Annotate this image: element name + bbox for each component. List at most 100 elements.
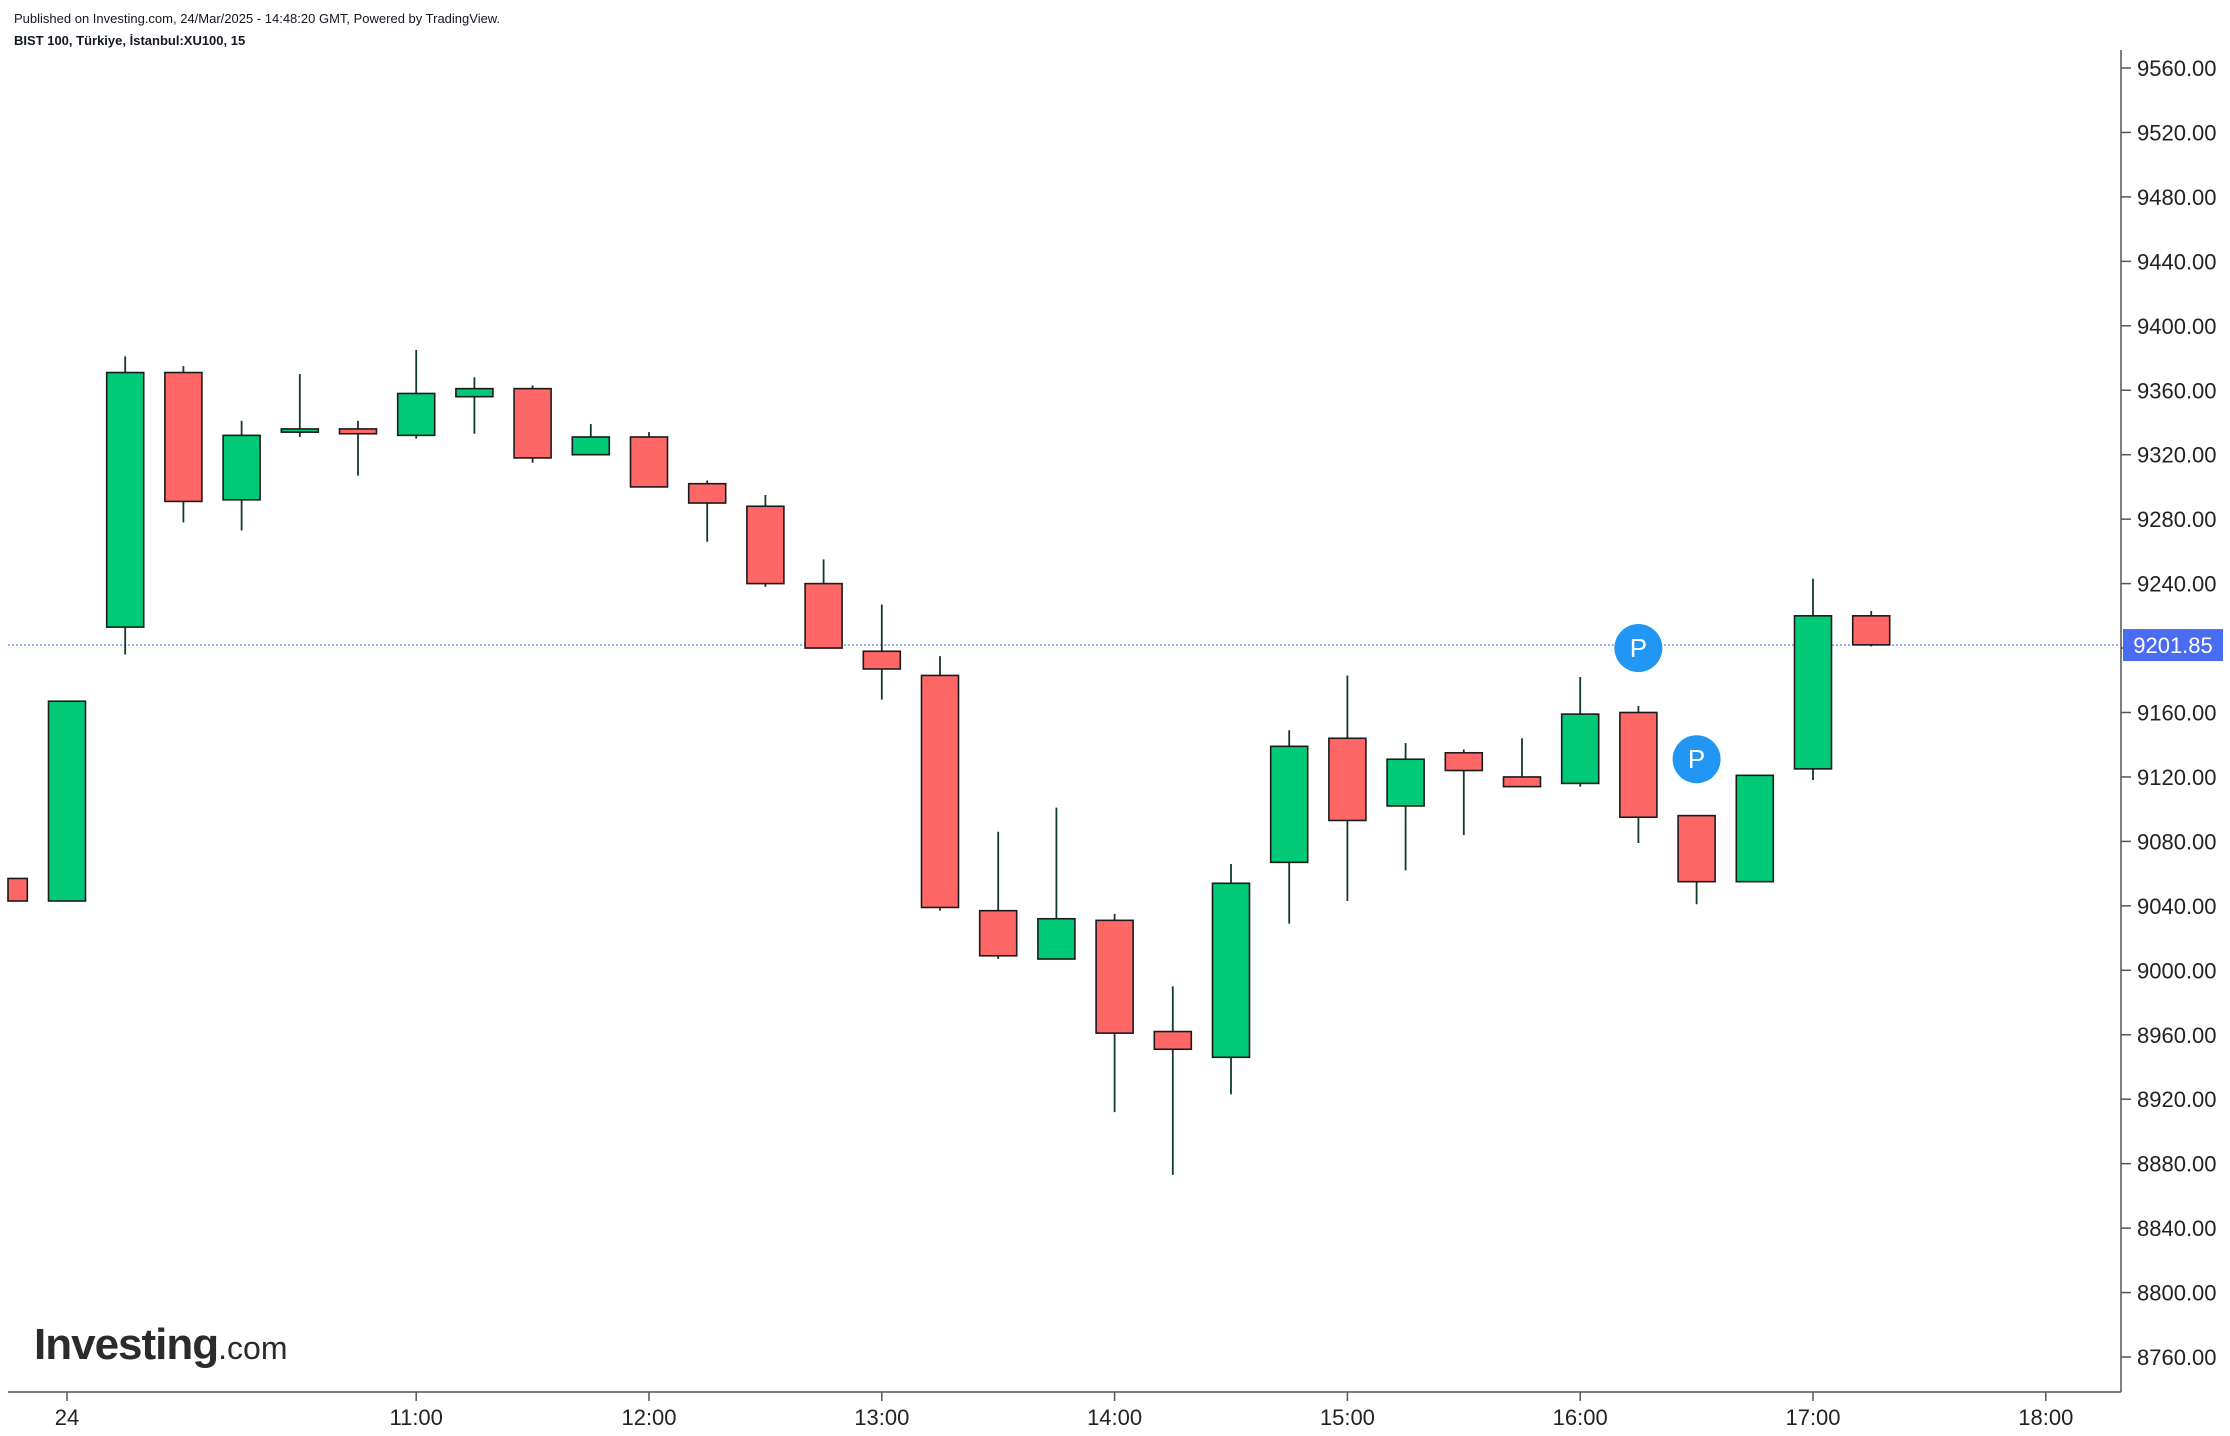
candle-up[interactable] [455,377,494,434]
candle-body [47,700,87,902]
y-tick-label: 9000.00 [2137,958,2217,983]
candle-down[interactable] [978,831,1018,960]
candle-body [571,436,611,456]
y-tick-label: 8800.00 [2137,1281,2217,1306]
y-tick-label: 8960.00 [2137,1023,2217,1048]
candle-body [1735,774,1775,883]
candle-body [1211,882,1251,1059]
candle-up[interactable] [1269,730,1309,924]
candle-body [1444,751,1484,772]
y-tick-label: 9480.00 [2137,185,2217,210]
candle-body [1851,615,1891,646]
candle-up[interactable] [222,420,261,531]
y-tick-label: 9160.00 [2137,701,2217,726]
candle-body [920,674,960,909]
candle-down[interactable] [1153,986,1193,1175]
candle-body [1560,713,1600,785]
candle-body [1677,814,1716,883]
candle-down[interactable] [804,559,843,649]
candle-up[interactable] [1793,578,1833,781]
event-marker-label: P [1630,633,1647,663]
candle-down[interactable] [920,656,960,911]
candle-up[interactable] [1735,774,1775,883]
candle-up[interactable] [1560,677,1600,787]
published-note: Published on Investing.com, 24/Mar/2025 … [14,11,501,26]
candle-up[interactable] [280,374,320,437]
y-tick-label: 9320.00 [2137,443,2217,468]
candle-body [280,428,320,433]
x-tick-label: 24 [55,1405,79,1430]
symbol-title: BIST 100, Türkiye, İstanbul:XU100, 15 [14,33,246,48]
x-tick-label: 13:00 [854,1405,909,1430]
investing-logo: Investing.com [34,1320,288,1369]
candle-up[interactable] [1211,863,1251,1095]
y-tick-label: 9280.00 [2137,507,2217,532]
candle-down[interactable] [1328,675,1367,902]
y-tick-label: 9120.00 [2137,765,2217,790]
candle-body [862,650,902,670]
candle-down[interactable] [629,432,669,488]
y-tick-label: 8880.00 [2137,1152,2217,1177]
candle-up[interactable] [1386,743,1425,871]
candle-down[interactable] [746,494,785,587]
candle-down[interactable] [513,385,552,463]
candle-body [687,482,727,504]
x-tick-label: 12:00 [621,1405,676,1430]
candle-body [222,434,261,501]
candle-up[interactable] [47,700,87,902]
candle-down[interactable] [687,480,727,542]
candle-body [1037,917,1076,960]
candle-body [629,436,669,488]
candle-down[interactable] [1444,749,1484,835]
candle-body [1502,776,1542,788]
candle-up[interactable] [396,349,436,439]
candle-up[interactable] [1037,807,1076,960]
candle-down[interactable] [1095,913,1134,1113]
candle-body [1153,1030,1193,1051]
candle-body [164,371,203,503]
event-marker-circle [1614,624,1663,673]
candle-body [1269,745,1309,864]
candle-body [396,392,436,437]
candle-down[interactable] [1677,814,1716,905]
y-tick-label: 9560.00 [2137,56,2217,81]
candle-up[interactable] [571,424,611,456]
event-marker[interactable]: P [1672,735,1721,784]
y-tick-label: 8840.00 [2137,1216,2217,1241]
candle-body [1095,919,1134,1034]
candle-body [746,505,785,585]
candle-down[interactable] [7,877,29,902]
candle-body [1386,758,1425,807]
current-price-label: 9201.85 [2133,633,2213,658]
current-price-badge [2123,629,2223,662]
candle-down[interactable] [164,366,203,523]
candle-down[interactable] [862,604,902,700]
event-marker-label: P [1688,744,1705,774]
y-tick-label: 9040.00 [2137,894,2217,919]
y-tick-label: 9520.00 [2137,120,2217,145]
event-marker-circle [1672,735,1721,784]
candle-up[interactable] [105,356,145,655]
candle-body [455,387,494,398]
x-tick-label: 17:00 [1785,1405,1840,1430]
candle-body [1328,737,1367,822]
candle-down[interactable] [1502,738,1542,788]
y-tick-label: 9080.00 [2137,829,2217,854]
x-tick-label: 14:00 [1087,1405,1142,1430]
event-marker[interactable]: P [1614,624,1663,673]
candle-body [978,909,1018,957]
y-tick-label: 9240.00 [2137,572,2217,597]
candle-body [1793,615,1833,770]
chart-header: Published on Investing.com, 24/Mar/2025 … [14,8,500,50]
x-tick-label: 15:00 [1320,1405,1375,1430]
y-tick-label: 8760.00 [2137,1345,2217,1370]
candle-down[interactable] [1851,610,1891,647]
y-tick-label: 9360.00 [2137,378,2217,403]
candle-body [7,877,29,902]
x-tick-label: 18:00 [2018,1405,2073,1430]
y-tick-label: 8920.00 [2137,1087,2217,1112]
candle-down[interactable] [338,420,378,476]
candle-down[interactable] [1619,706,1658,844]
y-tick-label: 9440.00 [2137,249,2217,274]
